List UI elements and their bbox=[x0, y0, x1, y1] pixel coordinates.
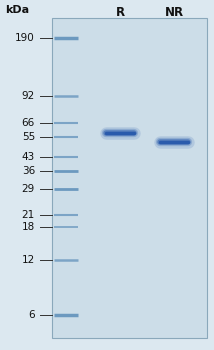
Text: 43: 43 bbox=[22, 152, 35, 162]
Text: 12: 12 bbox=[22, 255, 35, 265]
Text: kDa: kDa bbox=[5, 5, 29, 15]
Text: 21: 21 bbox=[22, 210, 35, 220]
Text: 92: 92 bbox=[22, 91, 35, 101]
Bar bbox=[52, 18, 207, 338]
Text: 36: 36 bbox=[22, 166, 35, 176]
Text: 18: 18 bbox=[22, 222, 35, 232]
Text: 190: 190 bbox=[15, 33, 35, 43]
Text: 29: 29 bbox=[22, 184, 35, 194]
Text: 66: 66 bbox=[22, 118, 35, 128]
Text: 6: 6 bbox=[28, 310, 35, 320]
Text: NR: NR bbox=[164, 6, 184, 19]
Text: R: R bbox=[115, 6, 125, 19]
Text: 55: 55 bbox=[22, 132, 35, 142]
